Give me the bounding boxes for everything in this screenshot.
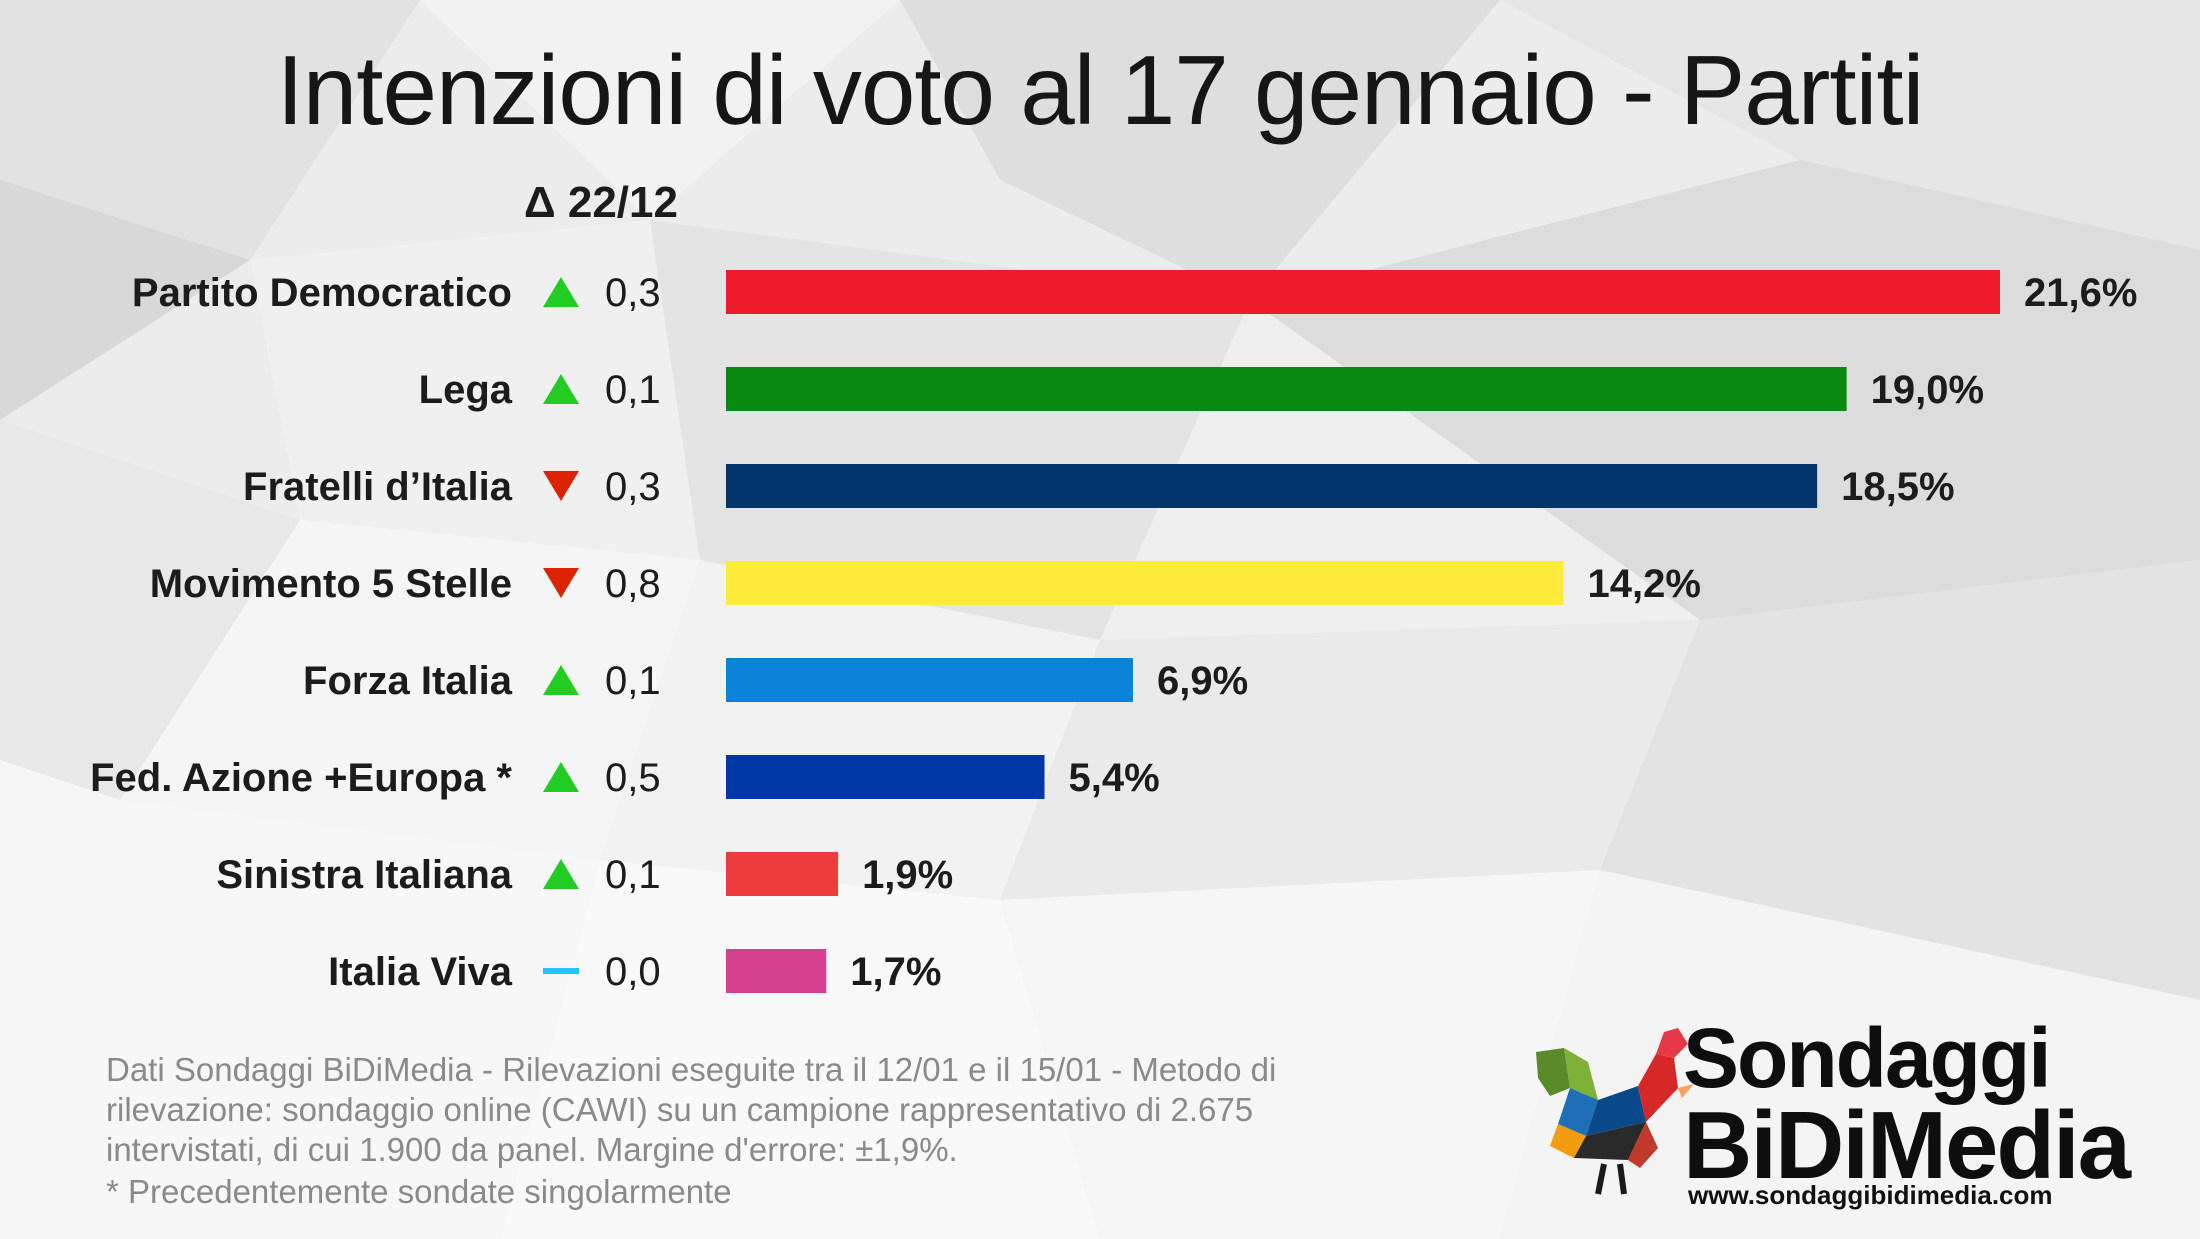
bar xyxy=(726,949,827,993)
bar xyxy=(726,561,1564,605)
bar-value-label: 14,2% xyxy=(1588,562,1701,606)
bar xyxy=(726,367,1847,411)
delta-value: 0,3 xyxy=(605,271,661,315)
delta-value: 0,1 xyxy=(605,853,661,897)
chart-title: Intenzioni di voto al 17 gennaio - Parti… xyxy=(276,35,1925,145)
delta-header: Δ 22/12 xyxy=(524,178,678,227)
bar-value-label: 19,0% xyxy=(1871,368,1984,412)
logo-line-1: Sondaggi xyxy=(1683,1011,2052,1105)
bar xyxy=(726,464,1818,508)
delta-value: 0,3 xyxy=(605,465,661,509)
delta-value: 0,1 xyxy=(605,368,661,412)
bar xyxy=(726,270,2000,314)
delta-flat-icon xyxy=(543,968,579,974)
category-label: Partito Democratico xyxy=(132,271,512,315)
category-label: Forza Italia xyxy=(303,659,513,703)
delta-value: 0,1 xyxy=(605,659,661,703)
methodology-note: Dati Sondaggi BiDiMedia - Rilevazioni es… xyxy=(106,1051,1277,1168)
category-label: Sinistra Italiana xyxy=(216,853,512,897)
delta-value: 0,5 xyxy=(605,756,661,800)
category-label: Movimento 5 Stelle xyxy=(150,562,512,606)
bar-value-label: 21,6% xyxy=(2024,271,2137,315)
delta-value: 0,0 xyxy=(605,950,661,994)
category-label: Fratelli d’Italia xyxy=(243,465,513,509)
bar xyxy=(726,755,1045,799)
delta-up-icon xyxy=(543,859,579,889)
bar-value-label: 1,9% xyxy=(862,853,953,897)
logo-line-2: BiDiMedia xyxy=(1683,1092,2131,1199)
bar-value-label: 1,7% xyxy=(850,950,941,994)
delta-up-icon xyxy=(543,277,579,307)
footnote: Dati Sondaggi BiDiMedia - Rilevazioni es… xyxy=(106,1050,1406,1212)
category-label: Italia Viva xyxy=(328,950,513,994)
category-label: Fed. Azione +Europa * xyxy=(90,756,512,800)
bar-value-label: 18,5% xyxy=(1841,465,1954,509)
bar xyxy=(726,852,839,896)
bar xyxy=(726,658,1133,702)
bar-value-label: 6,9% xyxy=(1157,659,1248,703)
bar-value-label: 5,4% xyxy=(1069,756,1160,800)
delta-up-icon xyxy=(543,762,579,792)
delta-up-icon xyxy=(543,374,579,404)
category-label: Lega xyxy=(419,368,513,412)
delta-value: 0,8 xyxy=(605,562,661,606)
sondaggi-bidimedia-logo: Sondaggi BiDiMedia www.sondaggibidimedia… xyxy=(1528,1011,2188,1218)
delta-up-icon xyxy=(543,665,579,695)
delta-down-icon xyxy=(543,471,579,501)
delta-down-icon xyxy=(543,568,579,598)
rooster-logo-icon xyxy=(1536,1028,1694,1195)
logo-url: www.sondaggibidimedia.com xyxy=(1688,1180,2053,1210)
asterisk-note: * Precedentemente sondate singolarmente xyxy=(106,1173,732,1210)
logo-wordmark: Sondaggi BiDiMedia xyxy=(1683,1011,2131,1199)
